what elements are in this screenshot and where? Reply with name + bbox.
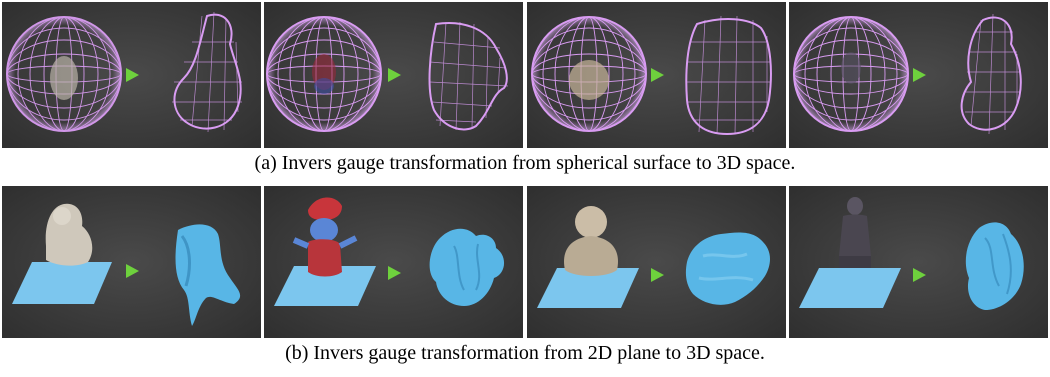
sphere-render-statue: [788, 2, 1048, 148]
plane-render-statue: [788, 186, 1048, 338]
object-statue: [846, 197, 863, 215]
blue-plane: [536, 268, 639, 308]
panel-b1-bear: [2, 186, 261, 338]
object-bear: [50, 56, 78, 100]
blue-plane: [798, 268, 901, 308]
sphere-render-buddha: [526, 2, 786, 148]
right-arrow-icon: [912, 268, 926, 282]
panel-a1-bear: [2, 2, 261, 148]
panel-b2-smurf: [264, 186, 524, 338]
sphere-render-bear: [2, 2, 261, 148]
panel-b3-buddha: [526, 186, 786, 338]
blue-mesh: [175, 224, 241, 326]
object-statue: [840, 52, 861, 84]
wireframe-mesh: [960, 16, 1022, 131]
object-buddha: [574, 206, 607, 238]
figure-row-b: [0, 186, 1050, 338]
plane-render-smurf: [264, 186, 524, 338]
blue-plane: [274, 266, 377, 306]
right-arrow-icon: [912, 68, 926, 82]
sphere-render-smurf: [264, 2, 524, 148]
right-arrow-icon: [650, 268, 664, 282]
caption-a: (a) Invers gauge transformation from sph…: [254, 152, 796, 174]
right-arrow-icon: [126, 68, 139, 82]
object-buddha: [568, 60, 609, 100]
plane-render-buddha: [526, 186, 786, 338]
blue-plane: [12, 262, 112, 304]
panel-a3-buddha: [526, 2, 786, 148]
blue-mesh: [685, 232, 770, 305]
right-arrow-icon: [650, 68, 664, 82]
wireframe-mesh: [428, 22, 509, 131]
panel-a2-smurf: [264, 2, 524, 148]
plane-render-bear: [2, 186, 261, 338]
caption-b: (b) Invers gauge transformation from 2D …: [285, 342, 765, 364]
right-arrow-icon: [388, 68, 402, 82]
panel-a4-statue: [788, 2, 1048, 148]
figure-row-a: [0, 2, 1050, 148]
wireframe-mesh: [684, 18, 772, 136]
right-arrow-icon: [388, 266, 402, 280]
object-smurf: [308, 197, 343, 220]
blue-mesh: [429, 228, 505, 306]
wireframe-mesh: [173, 13, 242, 130]
right-arrow-icon: [126, 264, 139, 278]
panel-b4-statue: [788, 186, 1048, 338]
